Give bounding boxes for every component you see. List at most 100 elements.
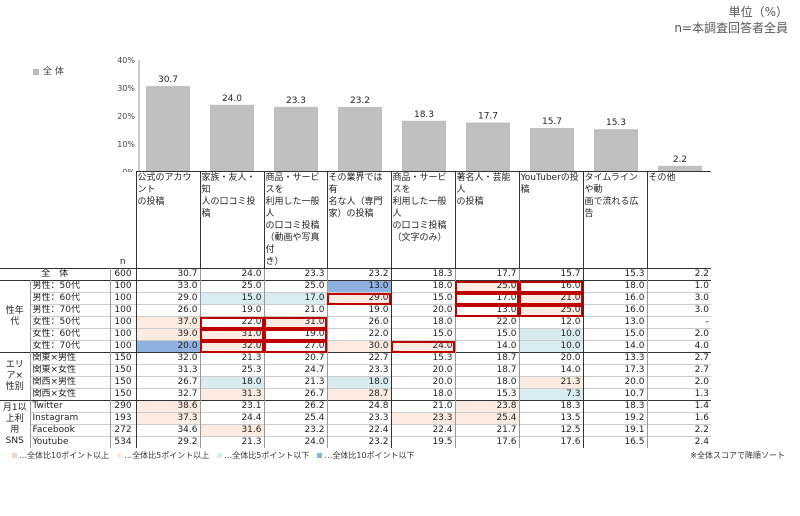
y-tick-label: 0% (122, 168, 135, 172)
table-cell: 23.3 (390, 412, 455, 425)
table-cell: 16.0 (518, 280, 583, 293)
table-cell: 21.0 (390, 400, 455, 413)
table-cell: 23.3 (326, 364, 391, 377)
table-cell: 21.0 (263, 304, 327, 317)
unit-label: 単位（%） (728, 5, 788, 19)
row-group-label: 月1以上利用SNS (0, 400, 31, 448)
table-cell: 30.7 (135, 268, 200, 281)
table-cell: 18.0 (390, 316, 455, 329)
table-row: 女性：70代 100 20.0 32.0 27.0 30.0 24.0 14.0 10.0 14.… (0, 340, 711, 353)
table-cell: 29.0 (135, 292, 200, 305)
table-cell: 31.0 (199, 328, 264, 341)
table-cell: 18.0 (390, 388, 455, 401)
column-header: YouTuberの投稿 (518, 171, 583, 269)
table-cell: 13.0 (326, 280, 391, 293)
table-row: 男性：60代 100 29.0 15.0 17.0 29.0 15.0 17.0 21.0 16.… (0, 292, 711, 305)
table-cell: 31.3 (135, 364, 200, 377)
bar (338, 107, 382, 172)
row-label: 男性：50代 (30, 280, 111, 293)
table-cell: 20.0 (390, 376, 455, 389)
table-cell: 10.0 (518, 340, 583, 353)
table-cell: 1.4 (646, 400, 711, 413)
table-cell: 19.0 (263, 328, 327, 341)
table-cell: 20.0 (582, 376, 647, 389)
table-row: エリア×性別 関東×男性 150 32.0 21.3 20.7 22.7 15.3 18.7 20… (0, 352, 711, 401)
table-cell: 26.0 (135, 304, 200, 317)
table-cell: 19.5 (390, 436, 455, 448)
table-cell: 17.6 (518, 436, 583, 448)
table-cell: 25.0 (518, 304, 583, 317)
row-label: 女性：60代 (30, 328, 111, 341)
sample-label: n=本調査回答者全員 (674, 21, 788, 35)
row-n: 100 (110, 304, 136, 317)
table-cell: 26.7 (135, 376, 200, 389)
table-cell: 30.0 (326, 340, 391, 353)
bar-value-label: 15.7 (542, 117, 562, 127)
table-cell: 17.0 (454, 292, 519, 305)
table-cell: 15.0 (390, 328, 455, 341)
table-cell: 12.0 (518, 316, 583, 329)
table-row: Instagram 193 37.3 24.4 25.4 23.3 23.3 25.4 13.5… (0, 412, 711, 425)
row-n: 150 (110, 364, 136, 377)
table-cell: 20.0 (390, 364, 455, 377)
data-table: n 公式のアカウント の投稿 家族・友人・知 人の口コミ投稿 商品・サービスを 利用した一般… (0, 171, 711, 448)
table-cell: 23.1 (199, 400, 264, 413)
table-cell: 13.0 (582, 316, 647, 329)
table-cell: 12.5 (518, 424, 583, 437)
bar (210, 104, 254, 172)
row-n: 100 (110, 340, 136, 353)
row-n: 150 (110, 388, 136, 401)
legend-label: 全 体 (43, 67, 64, 77)
table-cell: 10.0 (518, 328, 583, 341)
row-n: 150 (110, 376, 136, 389)
table-cell: 38.6 (135, 400, 200, 413)
highlight-legend: …全体比10ポイント以上 …全体比5ポイント以上 …全体比5ポイント以下 …全体比10… (4, 450, 415, 461)
table-row: 関西×女性 150 32.7 31.3 26.7 28.7 18.0 15.3 7.3 10.7 1… (0, 388, 711, 401)
legend-swatch (217, 453, 223, 458)
bar-value-label: 18.3 (414, 110, 434, 120)
table-cell: 24.4 (199, 412, 264, 425)
table-cell: 18.3 (582, 400, 647, 413)
table-cell: 20.0 (518, 352, 583, 365)
table-cell: 17.7 (454, 268, 519, 281)
row-n: 534 (110, 436, 136, 448)
table-row: 月1以上利用SNS Twitter 290 38.6 23.1 26.2 24.8 21.0 2… (0, 400, 711, 448)
table-cell: 1.6 (646, 412, 711, 425)
bar (466, 122, 510, 172)
table-cell: 22.4 (390, 424, 455, 437)
row-label: Instagram (30, 412, 111, 425)
table-cell: 1.3 (646, 388, 711, 401)
header-blank (30, 172, 110, 269)
unit-note: 単位（%） n=本調査回答者全員 (674, 4, 788, 36)
table-cell: 21.7 (454, 424, 519, 437)
table-cell: 17.3 (582, 364, 647, 377)
table-cell: 2.7 (646, 352, 711, 365)
row-n: 290 (110, 400, 136, 413)
row-label: 関東×男性 (30, 352, 111, 365)
table-cell: 25.0 (454, 280, 519, 293)
table-cell: 37.3 (135, 412, 200, 425)
row-n: 100 (110, 316, 136, 329)
table-cell: 31.6 (199, 424, 264, 437)
table-cell: 23.2 (326, 268, 391, 281)
table-cell: - (646, 316, 711, 329)
table-cell: 23.3 (326, 412, 391, 425)
row-n: 600 (110, 268, 136, 281)
row-label: 女性：50代 (30, 316, 111, 329)
table-cell: 23.2 (326, 436, 391, 448)
bar (146, 86, 190, 172)
table-cell: 14.0 (582, 340, 647, 353)
table-cell: 32.7 (135, 388, 200, 401)
row-n: 100 (110, 328, 136, 341)
table-cell: 24.0 (390, 340, 455, 353)
legend-text: …全体比10ポイント以下 (324, 451, 415, 460)
table-cell: 4.0 (646, 340, 711, 353)
column-header: その他 (646, 171, 711, 269)
table-cell: 26.2 (263, 400, 327, 413)
table-cell: 21.3 (263, 376, 327, 389)
table-cell: 20.0 (390, 304, 455, 317)
table-cell: 17.6 (454, 436, 519, 448)
table-cell: 18.0 (326, 376, 391, 389)
table-cell: 2.2 (646, 424, 711, 437)
table-cell: 20.0 (135, 340, 200, 353)
